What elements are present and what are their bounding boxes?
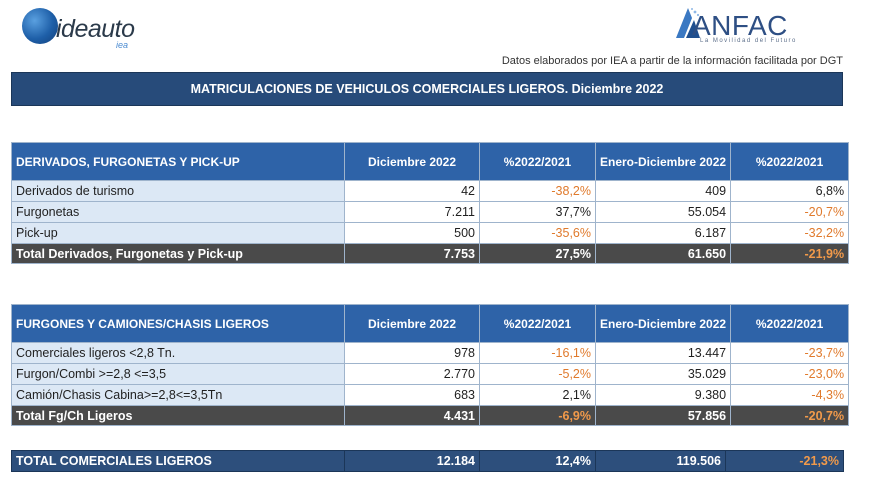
total-pct-month: -6,9% [479,405,596,426]
row-label: Camión/Chasis Cabina>=2,8<=3,5Tn [11,384,345,406]
table-row: Pick-up 500 -35,6% 6.187 -32,2% [11,222,850,244]
total-month: 4.431 [344,405,480,426]
row-label: Comerciales ligeros <2,8 Tn. [11,342,345,364]
table-total-row: Total Derivados, Furgonetas y Pick-up 7.… [11,243,850,264]
anfac-tagline: La Movilidad del Futuro [700,38,797,44]
cell-ytd: 13.447 [594,342,732,364]
report-title: MATRICULACIONES DE VEHICULOS COMERCIALES… [11,72,843,106]
table-total-row: Total Fg/Ch Ligeros 4.431 -6,9% 57.856 -… [11,405,850,426]
grand-total-ytd: 119.506 [595,450,726,472]
header-pct-month: %2022/2021 [479,142,596,181]
cell-pct-month: -5,2% [479,363,596,385]
grand-total-table: TOTAL COMERCIALES LIGEROS 12.184 12,4% 1… [11,450,844,472]
row-label: Derivados de turismo [11,180,345,202]
cell-pct-month: -35,6% [479,222,596,244]
cell-ytd: 9.380 [594,384,732,406]
total-month: 7.753 [344,243,480,264]
total-pct-ytd: -21,9% [730,243,850,264]
header-month: Diciembre 2022 [344,142,480,181]
table-row: Furgon/Combi >=2,8 <=3,5 2.770 -5,2% 35.… [11,363,850,385]
total-pct-ytd: -20,7% [730,405,850,426]
cell-pct-ytd: 6,8% [730,180,850,202]
anfac-logo-text: ANFAC [692,10,788,41]
ideauto-logo: ideauto iea [22,8,152,52]
header-category: FURGONES Y CAMIONES/CHASIS LIGEROS [11,304,345,343]
ideauto-logo-sub: iea [116,40,129,50]
cell-month: 683 [344,384,480,406]
cell-pct-month: -38,2% [479,180,596,202]
total-ytd: 57.856 [594,405,732,426]
cell-pct-ytd: -23,7% [730,342,850,364]
cell-pct-month: 37,7% [479,201,596,223]
cell-ytd: 409 [594,180,732,202]
cell-month: 500 [344,222,480,244]
header-category: DERIVADOS, FURGONETAS Y PICK-UP [11,142,345,181]
source-note: Datos elaborados por IEA a partir de la … [501,55,843,67]
cell-ytd: 6.187 [594,222,732,244]
total-ytd: 61.650 [594,243,732,264]
grand-total-row: TOTAL COMERCIALES LIGEROS 12.184 12,4% 1… [11,450,844,472]
cell-pct-ytd: -32,2% [730,222,850,244]
grand-total-label: TOTAL COMERCIALES LIGEROS [11,450,345,472]
anfac-logo: ANFAC La Movilidad del Futuro [668,4,808,50]
cell-month: 42 [344,180,480,202]
grand-total-pct-month: 12,4% [479,450,596,472]
grand-total-month: 12.184 [344,450,480,472]
table-row: Comerciales ligeros <2,8 Tn. 978 -16,1% … [11,342,850,364]
total-label: Total Derivados, Furgonetas y Pick-up [11,243,345,264]
table-furgones: FURGONES Y CAMIONES/CHASIS LIGEROS Dicie… [11,304,850,426]
cell-month: 978 [344,342,480,364]
table-row: Derivados de turismo 42 -38,2% 409 6,8% [11,180,850,202]
header-ytd: Enero-Diciembre 2022 [594,304,732,343]
table-header-row: DERIVADOS, FURGONETAS Y PICK-UP Diciembr… [11,142,850,181]
grand-total-pct-ytd: -21,3% [725,450,844,472]
ideauto-logo-text: ideauto [56,15,135,43]
ideauto-globe-icon [22,8,58,44]
cell-pct-ytd: -20,7% [730,201,850,223]
cell-month: 2.770 [344,363,480,385]
cell-ytd: 35.029 [594,363,732,385]
table-row: Camión/Chasis Cabina>=2,8<=3,5Tn 683 2,1… [11,384,850,406]
cell-ytd: 55.054 [594,201,732,223]
header-pct-ytd: %2022/2021 [730,142,850,181]
total-label: Total Fg/Ch Ligeros [11,405,345,426]
row-label: Pick-up [11,222,345,244]
table-header-row: FURGONES Y CAMIONES/CHASIS LIGEROS Dicie… [11,304,850,343]
cell-pct-month: -16,1% [479,342,596,364]
row-label: Furgon/Combi >=2,8 <=3,5 [11,363,345,385]
header-pct-month: %2022/2021 [479,304,596,343]
cell-pct-ytd: -23,0% [730,363,850,385]
cell-month: 7.211 [344,201,480,223]
table-row: Furgonetas 7.211 37,7% 55.054 -20,7% [11,201,850,223]
anfac-mark-icon [676,8,700,38]
table-derivados: DERIVADOS, FURGONETAS Y PICK-UP Diciembr… [11,142,850,264]
total-pct-month: 27,5% [479,243,596,264]
cell-pct-month: 2,1% [479,384,596,406]
header-pct-ytd: %2022/2021 [730,304,850,343]
header-ytd: Enero-Diciembre 2022 [594,142,732,181]
row-label: Furgonetas [11,201,345,223]
cell-pct-ytd: -4,3% [730,384,850,406]
header-month: Diciembre 2022 [344,304,480,343]
